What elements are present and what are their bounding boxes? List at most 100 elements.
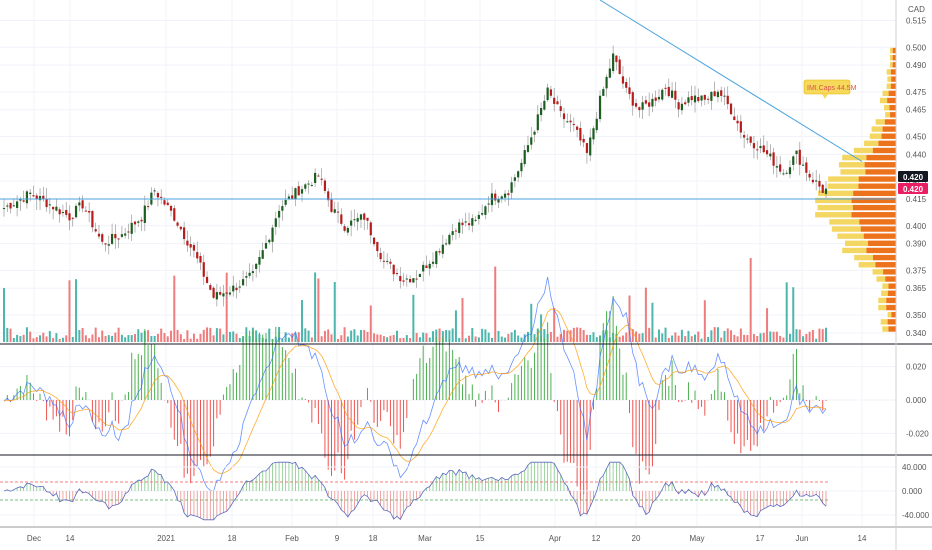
date-tick-label: Dec [27, 534, 41, 543]
candle-body [467, 223, 471, 226]
volume-bar [107, 335, 110, 342]
volume-bar [156, 333, 159, 342]
profile-bar-up [818, 190, 854, 197]
volume-bar [451, 328, 454, 342]
volume-bar [147, 330, 150, 342]
candle-body [494, 193, 497, 201]
volume-bar [340, 335, 343, 342]
price-tick-label: 0.450 [906, 133, 927, 142]
volume-bar [631, 329, 634, 342]
volume-bar [710, 330, 713, 342]
candle-body [543, 100, 546, 110]
volume-bar [690, 336, 693, 342]
date-tick-label: May [689, 534, 704, 543]
price-tick-label: 0.440 [906, 150, 927, 159]
candle-body [464, 221, 467, 223]
candle-body [795, 150, 798, 155]
profile-bar-up [842, 154, 867, 161]
candle-body [615, 55, 618, 63]
volume-bar [677, 335, 680, 342]
volume-bar [238, 337, 241, 342]
candle-body [228, 292, 232, 295]
candle-body [625, 81, 628, 88]
volume-bar [490, 337, 493, 342]
candle-body [530, 137, 533, 145]
volume-bar [510, 332, 513, 342]
candle-body [487, 203, 490, 205]
price-tick-label: 0.490 [906, 61, 927, 70]
candle-body [471, 218, 474, 226]
candle-body [477, 214, 480, 219]
candle-body [788, 167, 792, 175]
candle-body [323, 180, 327, 191]
candle-body [582, 138, 585, 143]
volume-bar [412, 294, 415, 342]
candle-body [314, 172, 317, 183]
candle-body [209, 285, 212, 290]
volume-bar [474, 336, 477, 342]
candle-body [517, 171, 520, 178]
candle-body [546, 87, 549, 101]
profile-bar-down [888, 326, 896, 332]
volume-bar [88, 338, 91, 342]
candle-body [510, 182, 513, 193]
candle-body [824, 188, 828, 194]
candle-body [775, 166, 778, 168]
volume-bar [179, 334, 182, 342]
profile-bar-down [890, 83, 896, 89]
volume-bar [798, 329, 801, 342]
volume-bar [513, 329, 516, 342]
candle-body [700, 95, 703, 101]
volume-bar [749, 258, 752, 342]
profile-bar-down [888, 90, 896, 97]
candle-body [693, 95, 697, 103]
date-tick-label: Apr [549, 534, 562, 543]
candle-body [238, 286, 241, 288]
candle-body [48, 204, 51, 206]
volume-bar [163, 333, 166, 342]
volume-bar [743, 334, 746, 342]
volume-bar [130, 335, 133, 342]
candle-body [317, 175, 320, 177]
candle-body [756, 149, 759, 151]
candle-body [169, 205, 173, 211]
volume-bar [16, 334, 19, 342]
candle-body [166, 202, 169, 206]
volume-bar [756, 336, 759, 342]
profile-bar-up [886, 69, 891, 75]
volume-bar [284, 332, 287, 342]
volume-bar [91, 334, 94, 342]
candle-body [248, 272, 251, 276]
profile-bar-down [859, 219, 896, 225]
candle-body [474, 219, 477, 221]
volume-bar [153, 335, 156, 342]
volume-bar [124, 337, 127, 342]
candle-body [572, 124, 575, 126]
last-price-value: 0.420 [903, 173, 924, 182]
profile-bar-up [829, 219, 860, 225]
candle-body [68, 213, 71, 221]
macd-pane [0, 276, 896, 516]
volume-bar [785, 282, 788, 342]
volume-bar [782, 337, 785, 342]
currency-label: CAD [908, 5, 925, 14]
volume-bar [477, 337, 480, 342]
volume-bar [71, 336, 74, 342]
volume-bar [618, 336, 621, 342]
candle-body [386, 260, 389, 262]
candle-body [395, 273, 399, 275]
volume-bar [379, 334, 382, 342]
candle-body [729, 103, 733, 115]
candle-body [762, 145, 765, 153]
candle-body [680, 103, 684, 111]
candle-body [350, 220, 353, 226]
candle-body [661, 89, 664, 100]
volume-bar [294, 333, 297, 342]
annotation-callout[interactable]: IMI.Caps 44.5M [803, 79, 857, 99]
candle-body [107, 244, 110, 246]
volume-bar [821, 329, 824, 342]
candle-body [58, 209, 61, 215]
profile-bar-up [840, 169, 866, 175]
candle-body [743, 135, 746, 138]
